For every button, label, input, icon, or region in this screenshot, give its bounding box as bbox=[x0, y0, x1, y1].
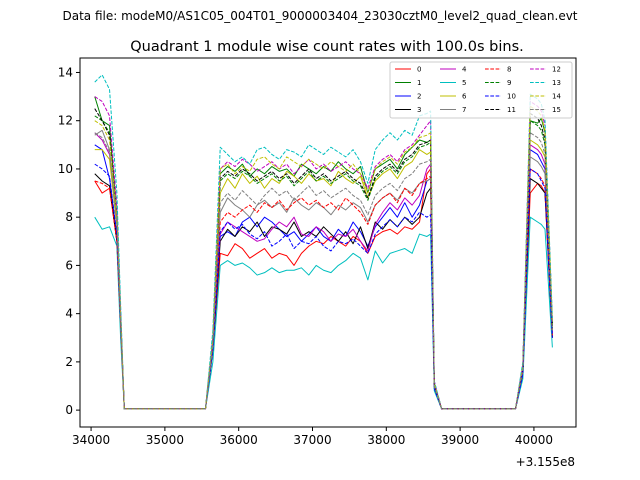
legend-frame bbox=[389, 61, 573, 119]
y-tick-label: 10 bbox=[58, 162, 73, 176]
legend-label-0: 0 bbox=[417, 66, 421, 74]
ticks: 34000 35000 36000 37000 38000 39000 40000 0 2 4 6 8… bbox=[58, 65, 553, 447]
legend-label-6: 6 bbox=[462, 93, 467, 101]
x-tick-label: 35000 bbox=[146, 433, 184, 447]
legend-label-8: 8 bbox=[507, 66, 511, 74]
plot-area bbox=[94, 74, 553, 410]
x-tick-label: 40000 bbox=[515, 433, 553, 447]
legend-label-5: 5 bbox=[462, 79, 466, 87]
y-tick-label: 6 bbox=[65, 258, 73, 272]
x-tick-label: 36000 bbox=[220, 433, 258, 447]
legend-label-12: 12 bbox=[552, 66, 561, 74]
y-tick-label: 12 bbox=[58, 114, 73, 128]
legend-label-10: 10 bbox=[507, 93, 516, 101]
y-tick-label: 8 bbox=[65, 210, 73, 224]
legend-label-14: 14 bbox=[552, 93, 561, 101]
x-tick-label: 39000 bbox=[441, 433, 479, 447]
x-tick-label: 37000 bbox=[293, 433, 331, 447]
x-tick-label: 34000 bbox=[72, 433, 110, 447]
legend-label-7: 7 bbox=[462, 106, 466, 114]
x-tick-label: 38000 bbox=[367, 433, 405, 447]
y-tick-label: 2 bbox=[65, 355, 73, 369]
x-offset-label: +3.155e8 bbox=[516, 455, 575, 469]
legend-label-11: 11 bbox=[507, 106, 516, 114]
legend-label-2: 2 bbox=[417, 93, 421, 101]
legend-label-13: 13 bbox=[552, 79, 561, 87]
legend-label-15: 15 bbox=[552, 106, 561, 114]
legend-label-1: 1 bbox=[417, 79, 421, 87]
axes: 34000 35000 36000 37000 38000 39000 40000 0 2 4 6 8… bbox=[58, 57, 577, 447]
y-tick-label: 14 bbox=[58, 65, 73, 79]
y-tick-label: 4 bbox=[65, 307, 73, 321]
y-tick-label: 0 bbox=[65, 403, 73, 417]
suptitle: Data file: modeM0/AS1C05_004T01_90000034… bbox=[62, 9, 577, 23]
legend-label-3: 3 bbox=[417, 106, 421, 114]
chart-title: Quadrant 1 module wise count rates with … bbox=[130, 39, 524, 55]
legend-label-9: 9 bbox=[507, 79, 511, 87]
axes-frame bbox=[79, 57, 577, 428]
series-line-15 bbox=[94, 132, 553, 410]
legend-label-4: 4 bbox=[462, 66, 467, 74]
